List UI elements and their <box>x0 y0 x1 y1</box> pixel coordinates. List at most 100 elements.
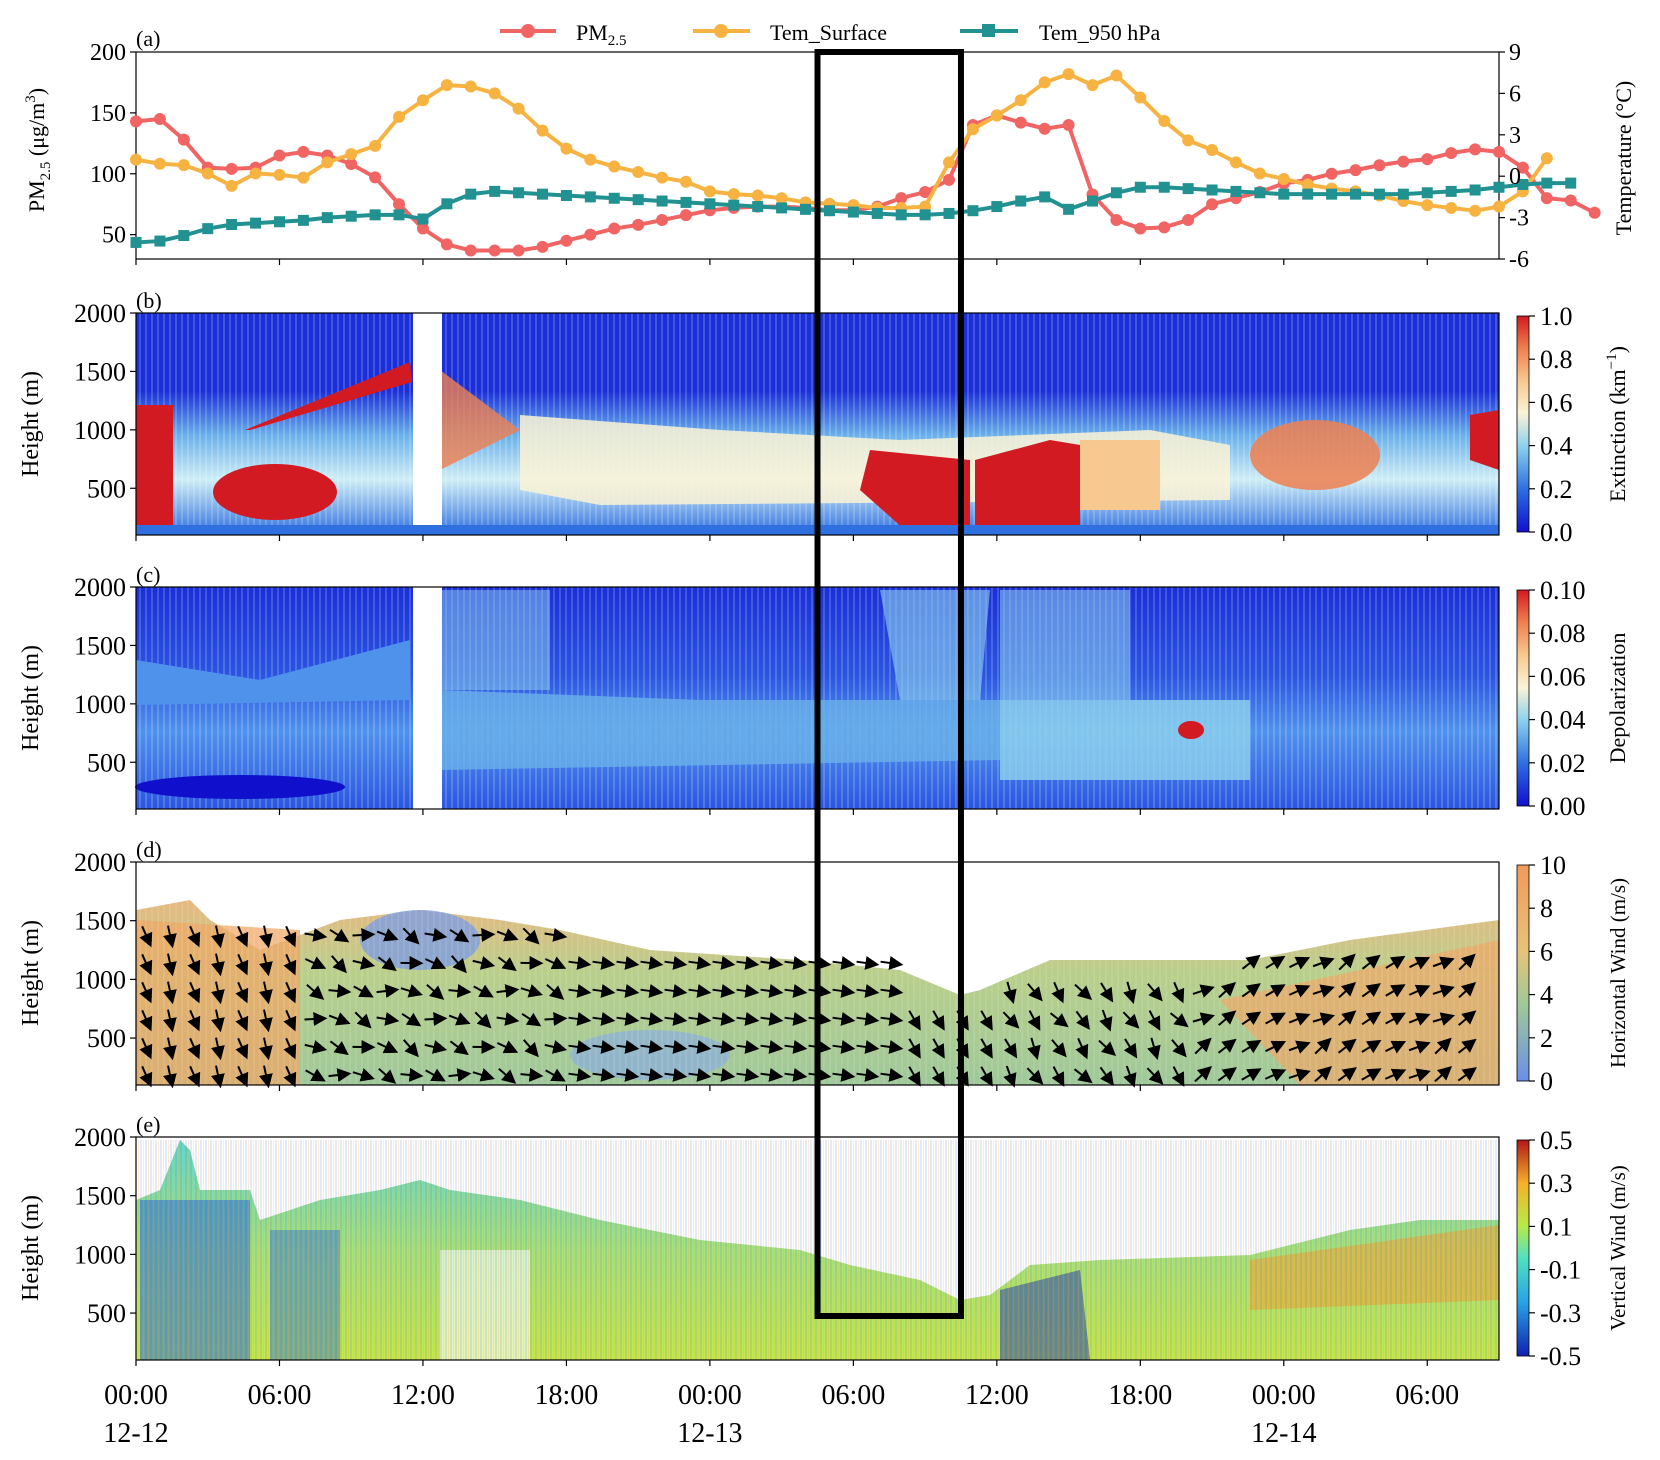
wind-arrow <box>1288 984 1311 998</box>
wind-arrow <box>640 1039 664 1054</box>
series-0-point-51 <box>1349 164 1362 177</box>
series-0-point-39 <box>1062 119 1075 132</box>
series-2-point-37 <box>1015 195 1027 207</box>
series-2-point-19 <box>584 191 596 203</box>
panel-d-y-axis: 500 1000 1500 2000 <box>74 848 136 1053</box>
wind-arrow <box>163 1065 177 1089</box>
series-1-point-24 <box>703 185 716 198</box>
wind-arrow <box>760 955 784 970</box>
wind-arrow <box>1361 954 1381 970</box>
series-1-point-39 <box>1062 68 1075 81</box>
panel-e-colorbar <box>1516 1139 1530 1357</box>
wind-arrow <box>1075 1010 1090 1030</box>
series-1-point-7 <box>297 171 310 184</box>
wind-arrow <box>187 981 201 1004</box>
series-0-point-17 <box>536 240 549 253</box>
wind-arrow <box>1051 981 1065 1004</box>
wind-arrow <box>568 1039 592 1054</box>
wind-arrow <box>1338 953 1356 971</box>
wind-arrow <box>1432 956 1455 970</box>
series-1-point-16 <box>512 102 525 115</box>
series-1-point-5 <box>249 167 262 180</box>
wind-arrow <box>1314 1065 1333 1083</box>
panel-c-y-axis: 500 1000 1500 2000 <box>74 573 136 777</box>
series-0-point-61 <box>1588 206 1601 219</box>
tick-label: 2000 <box>74 848 126 877</box>
wind-arrow <box>616 1039 640 1054</box>
series-0-point-44 <box>1182 214 1195 227</box>
wind-arrow <box>784 955 808 970</box>
legend-item-tem-surface: Tem_Surface <box>693 20 887 45</box>
wind-arrow <box>1338 1010 1357 1026</box>
wind-arrow <box>497 956 517 972</box>
wind-arrow <box>1312 984 1335 998</box>
panel-e-y-axis: 500 1000 1500 2000 <box>74 1123 136 1328</box>
panel-a-line-chart: 50 100 150 200 -6 -3 0 3 6 9 (a) PM2.5 (μg/m3) T… <box>23 26 1636 273</box>
series-2-point-60 <box>1565 177 1577 189</box>
wind-arrow <box>496 984 520 999</box>
series-0-point-60 <box>1564 194 1577 207</box>
wind-arrow <box>496 928 519 942</box>
wind-arrow <box>688 1067 712 1082</box>
wind-arrow <box>400 1067 424 1082</box>
wind-arrow <box>907 1010 921 1031</box>
wind-arrow <box>1123 1038 1138 1059</box>
wind-arrow <box>449 1040 469 1056</box>
wind-arrow <box>376 1012 400 1026</box>
panel-a-ylabel: PM2.5 (μg/m3) <box>23 88 54 212</box>
series-2-point-56 <box>1469 184 1481 196</box>
wind-arrow <box>1098 1039 1117 1057</box>
panel-d-wind-arrows <box>139 925 1477 1089</box>
wind-arrow <box>496 1040 519 1054</box>
series-1-point-6 <box>273 168 286 181</box>
wind-arrow <box>283 953 297 976</box>
colorbar-tick-label: -0.3 <box>1540 1299 1581 1328</box>
wind-arrow <box>856 1039 880 1054</box>
series-1-point-36 <box>990 109 1003 122</box>
tick-label: 500 <box>87 474 126 503</box>
series-2-point-22 <box>656 195 668 207</box>
wind-arrow <box>640 955 664 970</box>
series-1-point-13 <box>440 79 453 92</box>
panel-a-series-group <box>130 68 1601 257</box>
series-2-point-10 <box>369 209 381 221</box>
wind-arrow <box>1361 983 1381 998</box>
wind-arrow <box>376 1040 399 1054</box>
wind-arrow <box>1458 953 1476 971</box>
wind-arrow <box>211 1065 225 1089</box>
series-2-point-24 <box>704 198 716 210</box>
series-1-point-43 <box>1158 115 1171 127</box>
series-0-point-58 <box>1516 161 1529 174</box>
series-2-point-31 <box>871 207 883 219</box>
wind-arrow <box>664 955 688 970</box>
wind-arrow <box>1051 1066 1065 1087</box>
series-1-point-26 <box>751 189 764 202</box>
wind-arrow <box>592 1039 616 1054</box>
series-0-point-7 <box>297 145 310 158</box>
wind-arrow <box>1147 1037 1161 1060</box>
wind-arrow <box>616 955 640 970</box>
series-0-point-43 <box>1158 221 1171 234</box>
wind-arrow <box>640 983 664 998</box>
x-tick-label: 00:00 <box>1252 1380 1316 1411</box>
wind-arrow <box>784 1039 808 1054</box>
wind-arrow <box>328 1012 351 1026</box>
wind-arrow <box>498 1068 517 1084</box>
series-0-point-0 <box>130 115 142 128</box>
wind-arrow <box>1361 1039 1382 1054</box>
wind-arrow <box>352 928 376 943</box>
panel-d-colorbar-ticks: 0 2 4 6 8 10 <box>1529 851 1566 1096</box>
series-1-point-46 <box>1229 156 1242 169</box>
series-0-point-4 <box>225 162 238 175</box>
wind-arrow <box>139 1009 153 1032</box>
wind-arrow <box>305 1068 326 1082</box>
series-2-point-26 <box>752 201 764 213</box>
x-tick-label: 18:00 <box>535 1380 599 1411</box>
wind-arrow <box>376 928 399 942</box>
wind-arrow <box>472 956 496 970</box>
series-1-point-12 <box>416 94 429 107</box>
series-1-point-20 <box>608 160 621 173</box>
series-0-point-11 <box>393 198 406 211</box>
wind-arrow <box>784 1067 808 1082</box>
colorbar-tick-label: 0.06 <box>1540 662 1586 691</box>
